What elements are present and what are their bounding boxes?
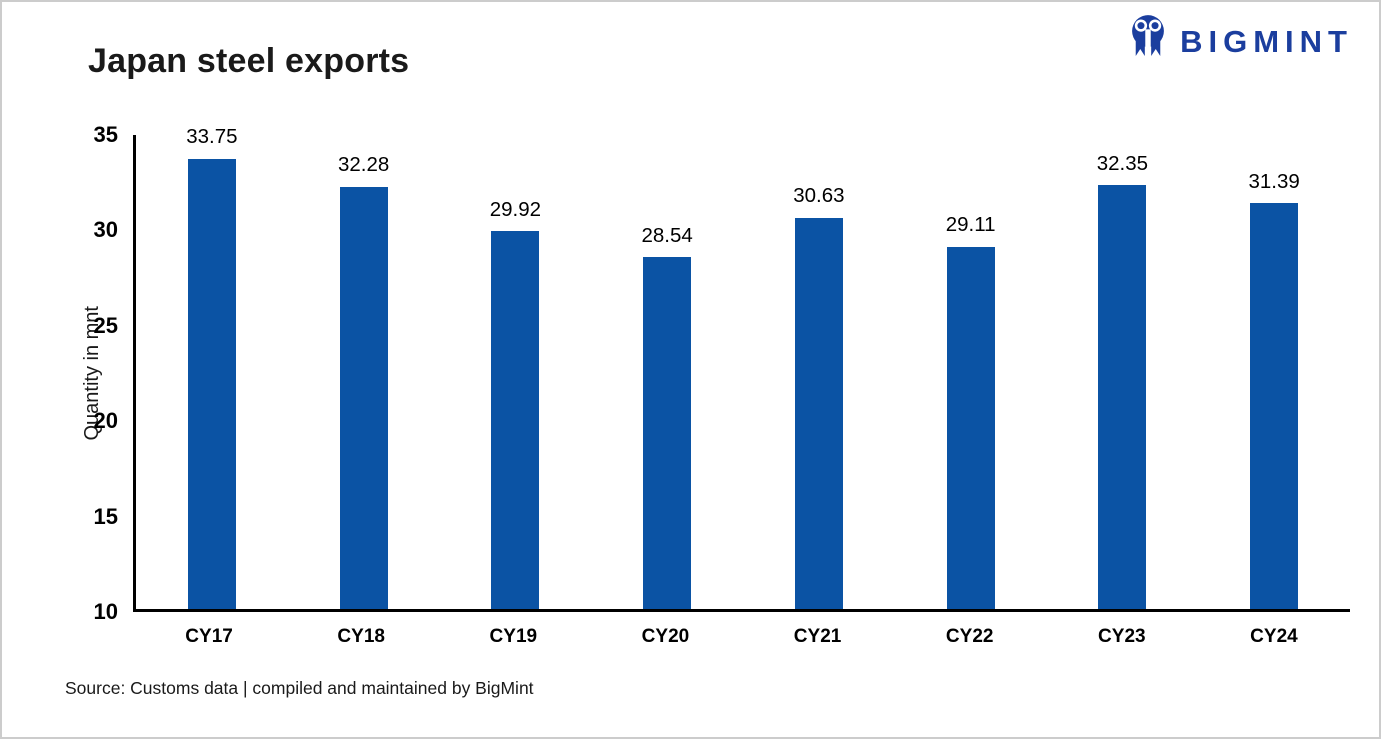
bar bbox=[1250, 203, 1299, 609]
bars: 33.75 32.28 29.92 28.54 30.63 29.11 32.35 31.39 bbox=[136, 127, 1350, 609]
y-tick-label: 30 bbox=[93, 217, 118, 243]
plot-area: 33.75 32.28 29.92 28.54 30.63 29.11 32.35 31.39 bbox=[133, 127, 1350, 612]
bar-value-label: 31.39 bbox=[1248, 169, 1300, 193]
bar bbox=[491, 231, 540, 609]
bar bbox=[643, 257, 692, 609]
bar-column: 31.39 bbox=[1198, 135, 1350, 609]
bar bbox=[1098, 185, 1147, 609]
bar bbox=[187, 158, 236, 609]
y-tick-label: 15 bbox=[93, 503, 118, 529]
y-tick-label: 10 bbox=[93, 599, 118, 624]
chart-title: Japan steel exports bbox=[88, 42, 410, 80]
bigmint-logo-text: BIGMINT bbox=[1180, 24, 1353, 59]
bar-value-label: 28.54 bbox=[641, 223, 693, 247]
y-tick-label: 25 bbox=[93, 312, 118, 338]
bar-value-label: 33.75 bbox=[186, 125, 238, 149]
bar-column: 33.75 bbox=[136, 127, 288, 609]
bar-value-label: 29.11 bbox=[945, 213, 996, 237]
bigmint-logo: BIGMINT bbox=[1125, 14, 1353, 69]
x-tick-label: CY17 bbox=[185, 626, 233, 647]
bar bbox=[339, 186, 388, 609]
bar-column: 28.54 bbox=[591, 135, 743, 609]
bar bbox=[794, 217, 843, 609]
bar-column: 32.35 bbox=[1047, 135, 1199, 609]
x-axis-labels: CY17 CY18 CY19 CY20 CY21 CY22 CY23 CY24 bbox=[133, 626, 1350, 648]
bar-column: 29.11 bbox=[895, 135, 1047, 609]
source-note: Source: Customs data | compiled and main… bbox=[65, 678, 534, 698]
x-tick-label: CY22 bbox=[945, 626, 994, 647]
x-tick-label: CY24 bbox=[1250, 626, 1298, 647]
x-tick-label: CY21 bbox=[793, 626, 842, 647]
bigmint-logo-icon bbox=[1125, 14, 1171, 69]
x-tick-label: CY19 bbox=[489, 626, 538, 647]
bar-column: 30.63 bbox=[743, 135, 895, 609]
x-tick-label: CY23 bbox=[1098, 626, 1146, 647]
bar-column: 32.28 bbox=[288, 135, 440, 609]
x-tick-label: CY20 bbox=[641, 626, 690, 647]
bar-value-label: 32.28 bbox=[337, 153, 390, 177]
bar-value-label: 30.63 bbox=[793, 184, 845, 208]
bar-value-label: 32.35 bbox=[1096, 151, 1149, 175]
y-tick-label: 20 bbox=[93, 408, 118, 434]
y-axis-ticks: 10 15 20 25 30 35 bbox=[60, 124, 122, 623]
bar-column: 29.92 bbox=[440, 135, 592, 609]
y-tick-label: 35 bbox=[93, 122, 118, 147]
x-tick-label: CY18 bbox=[337, 626, 385, 647]
bar-value-label: 29.92 bbox=[489, 197, 542, 221]
bar bbox=[946, 246, 995, 609]
